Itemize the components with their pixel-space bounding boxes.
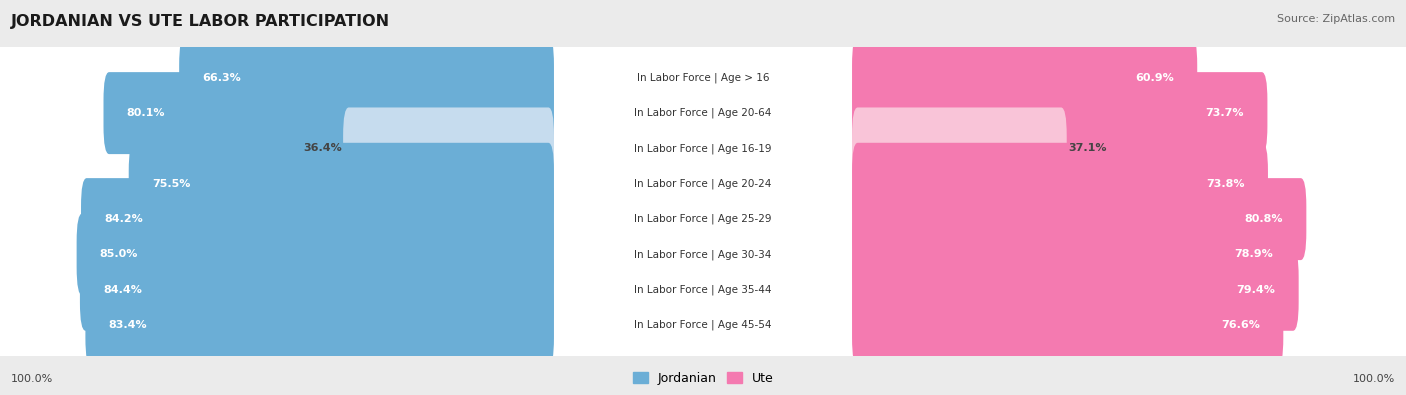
FancyBboxPatch shape [852, 143, 1268, 225]
FancyBboxPatch shape [129, 143, 554, 225]
Text: In Labor Force | Age > 16: In Labor Force | Age > 16 [637, 73, 769, 83]
Text: 85.0%: 85.0% [100, 250, 138, 260]
FancyBboxPatch shape [80, 249, 554, 331]
FancyBboxPatch shape [86, 284, 554, 366]
FancyBboxPatch shape [0, 37, 1406, 119]
FancyBboxPatch shape [852, 284, 1284, 366]
Legend: Jordanian, Ute: Jordanian, Ute [633, 372, 773, 385]
Text: In Labor Force | Age 25-29: In Labor Force | Age 25-29 [634, 214, 772, 224]
FancyBboxPatch shape [104, 72, 554, 154]
Text: In Labor Force | Age 35-44: In Labor Force | Age 35-44 [634, 284, 772, 295]
Text: 78.9%: 78.9% [1234, 250, 1272, 260]
FancyBboxPatch shape [0, 143, 1406, 225]
Text: In Labor Force | Age 20-64: In Labor Force | Age 20-64 [634, 108, 772, 118]
FancyBboxPatch shape [0, 249, 1406, 331]
Text: 80.1%: 80.1% [127, 108, 165, 118]
Text: 73.8%: 73.8% [1206, 179, 1244, 189]
Text: 75.5%: 75.5% [152, 179, 190, 189]
FancyBboxPatch shape [852, 72, 1267, 154]
Text: In Labor Force | Age 16-19: In Labor Force | Age 16-19 [634, 143, 772, 154]
Text: 37.1%: 37.1% [1069, 143, 1107, 153]
Text: 66.3%: 66.3% [202, 73, 240, 83]
Text: 100.0%: 100.0% [11, 374, 53, 384]
FancyBboxPatch shape [0, 72, 1406, 154]
Text: 73.7%: 73.7% [1206, 108, 1244, 118]
FancyBboxPatch shape [0, 284, 1406, 366]
FancyBboxPatch shape [0, 107, 1406, 190]
Text: In Labor Force | Age 45-54: In Labor Force | Age 45-54 [634, 320, 772, 330]
FancyBboxPatch shape [82, 178, 554, 260]
Text: 83.4%: 83.4% [108, 320, 148, 330]
FancyBboxPatch shape [852, 213, 1296, 295]
FancyBboxPatch shape [0, 178, 1406, 260]
Text: 36.4%: 36.4% [302, 143, 342, 153]
Text: In Labor Force | Age 30-34: In Labor Force | Age 30-34 [634, 249, 772, 260]
FancyBboxPatch shape [852, 107, 1067, 190]
FancyBboxPatch shape [179, 37, 554, 119]
Text: JORDANIAN VS UTE LABOR PARTICIPATION: JORDANIAN VS UTE LABOR PARTICIPATION [11, 14, 391, 29]
Text: 80.8%: 80.8% [1244, 214, 1284, 224]
FancyBboxPatch shape [852, 37, 1198, 119]
Text: In Labor Force | Age 20-24: In Labor Force | Age 20-24 [634, 179, 772, 189]
Text: Source: ZipAtlas.com: Source: ZipAtlas.com [1277, 14, 1395, 24]
Text: 100.0%: 100.0% [1353, 374, 1395, 384]
Text: 76.6%: 76.6% [1222, 320, 1260, 330]
Text: 60.9%: 60.9% [1135, 73, 1174, 83]
FancyBboxPatch shape [77, 213, 554, 295]
FancyBboxPatch shape [0, 213, 1406, 295]
FancyBboxPatch shape [852, 249, 1299, 331]
FancyBboxPatch shape [852, 178, 1306, 260]
Text: 84.2%: 84.2% [104, 214, 143, 224]
Text: 79.4%: 79.4% [1237, 285, 1275, 295]
FancyBboxPatch shape [343, 107, 554, 190]
Text: 84.4%: 84.4% [103, 285, 142, 295]
